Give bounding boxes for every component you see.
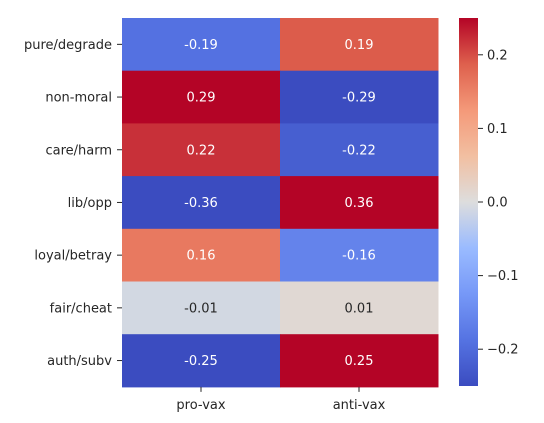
cell-value-label: 0.22 bbox=[187, 143, 216, 158]
colorbar-tick-label: −0.2 bbox=[487, 343, 519, 358]
cell-value-label: 0.29 bbox=[187, 91, 216, 106]
heatmap-cell bbox=[122, 334, 281, 388]
cell-value-label: 0.01 bbox=[345, 301, 374, 316]
cell-value-label: -0.19 bbox=[184, 38, 218, 53]
row-label: care/harm bbox=[45, 143, 112, 158]
row-label: pure/degrade bbox=[24, 38, 112, 53]
row-label: non-moral bbox=[45, 91, 112, 106]
heatmap-cell bbox=[122, 228, 281, 282]
colorbar-tick-label: 0.0 bbox=[487, 196, 508, 211]
row-label: loyal/betray bbox=[34, 249, 112, 264]
heatmap-cell bbox=[280, 123, 439, 177]
row-label: lib/opp bbox=[68, 196, 112, 211]
row-label: auth/subv bbox=[47, 354, 112, 369]
cell-value-label: -0.36 bbox=[184, 196, 218, 211]
colorbar: 0.2 0.1 0.0 −0.1 −0.2 bbox=[459, 18, 519, 386]
column-tick-labels: pro-vax anti-vax bbox=[176, 386, 386, 413]
heatmap-cell bbox=[122, 70, 281, 124]
column-label: pro-vax bbox=[176, 398, 226, 413]
heatmap-cell bbox=[122, 18, 281, 72]
colorbar-tick-label: 0.2 bbox=[487, 48, 508, 63]
heatmap-cell bbox=[280, 70, 439, 124]
heatmap-cell bbox=[280, 228, 439, 282]
heatmap-cell bbox=[122, 281, 281, 335]
heatmap-cells: -0.19 0.19 0.29 -0.29 0.22 -0.22 -0.36 0.36 0.16… bbox=[122, 18, 439, 388]
heatmap-cell bbox=[280, 18, 439, 72]
heatmap-cell bbox=[122, 123, 281, 177]
heatmap-cell bbox=[280, 176, 439, 230]
cell-value-label: -0.01 bbox=[184, 301, 218, 316]
heatmap-cell bbox=[280, 334, 439, 388]
cell-value-label: 0.19 bbox=[345, 38, 374, 53]
cell-value-label: 0.36 bbox=[345, 196, 374, 211]
cell-value-label: -0.22 bbox=[342, 143, 376, 158]
colorbar-tick-label: 0.1 bbox=[487, 122, 508, 137]
heatmap-cell bbox=[280, 281, 439, 335]
column-label: anti-vax bbox=[333, 398, 386, 413]
heatmap-cell bbox=[122, 176, 281, 230]
cell-value-label: -0.25 bbox=[184, 354, 218, 369]
cell-value-label: -0.16 bbox=[342, 249, 376, 264]
colorbar-gradient bbox=[459, 18, 478, 386]
row-label: fair/cheat bbox=[50, 301, 112, 316]
cell-value-label: 0.25 bbox=[345, 354, 374, 369]
cell-value-label: 0.16 bbox=[187, 249, 216, 264]
cell-value-label: -0.29 bbox=[342, 91, 376, 106]
row-tick-labels: pure/degrade non-moral care/harm lib/opp loy… bbox=[24, 38, 122, 369]
colorbar-tick-label: −0.1 bbox=[487, 269, 519, 284]
